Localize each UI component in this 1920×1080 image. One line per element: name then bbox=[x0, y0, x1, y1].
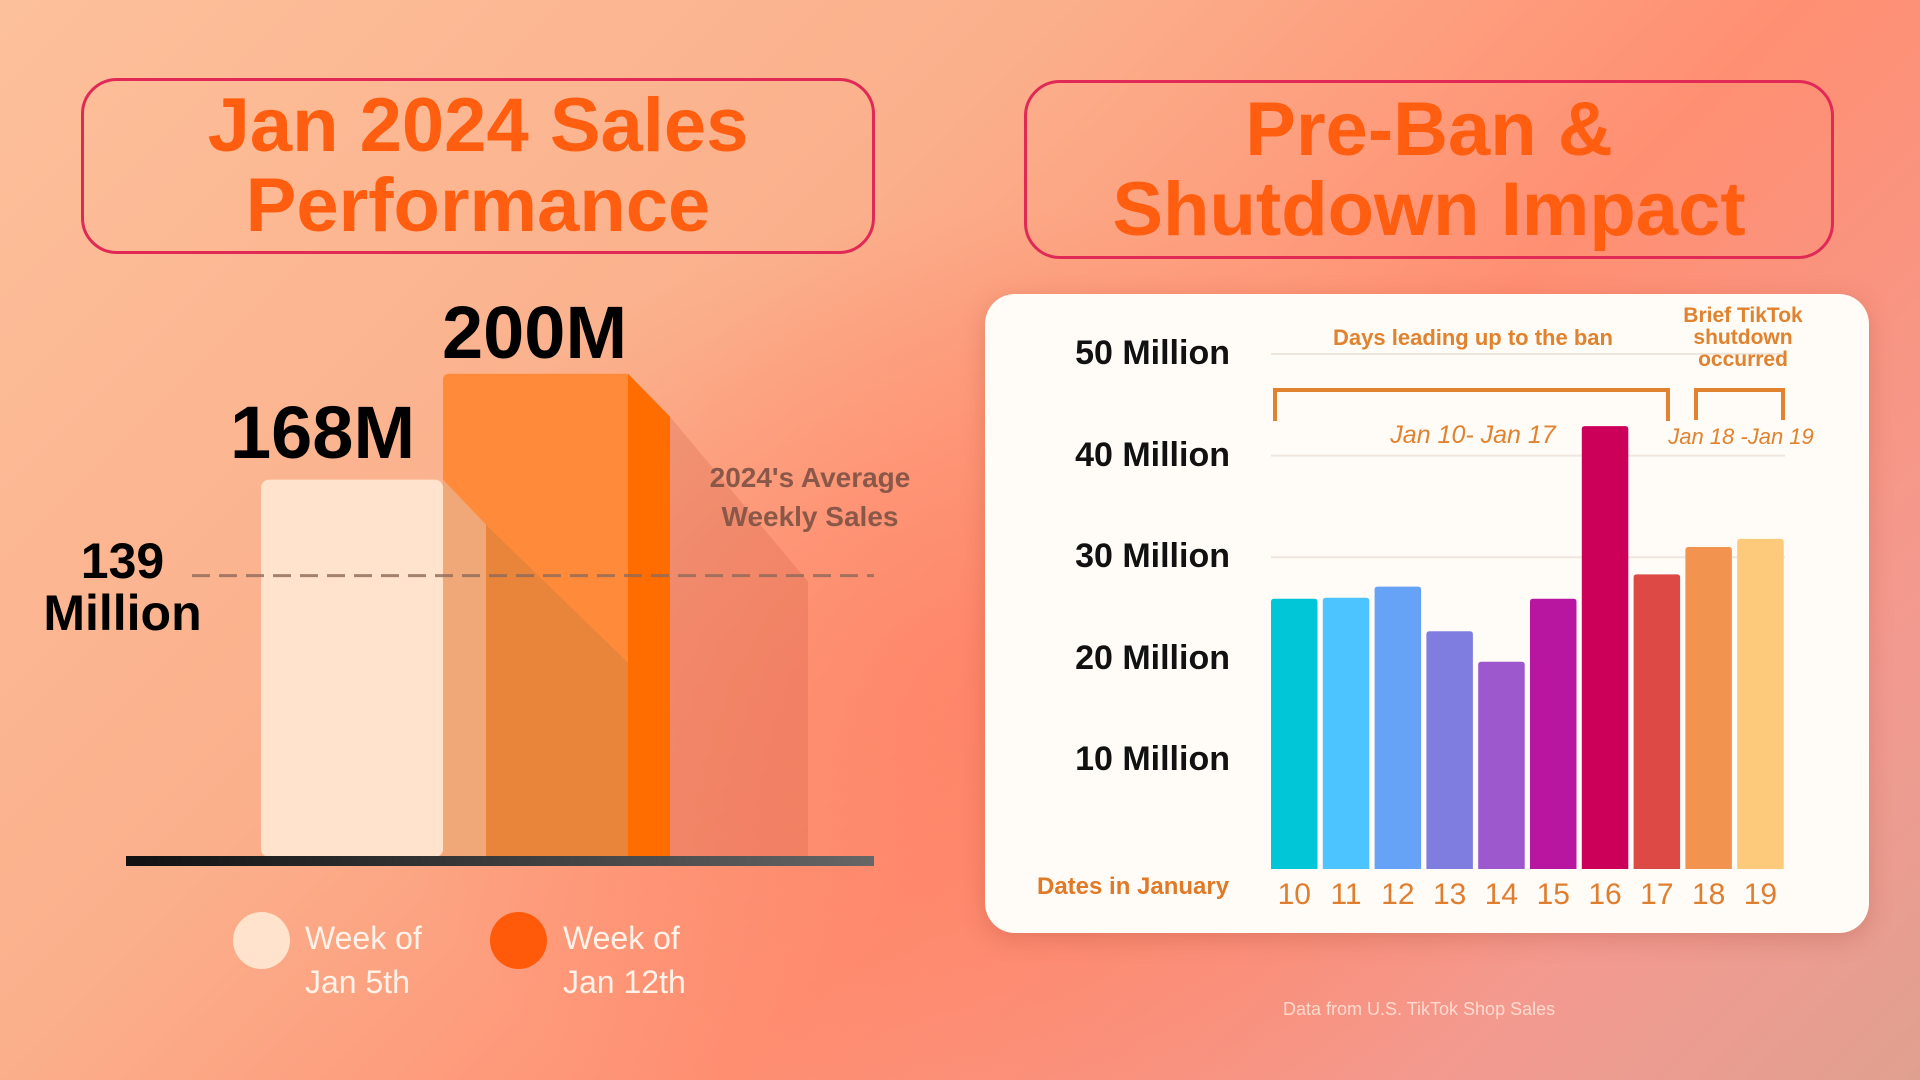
right-title-line-2: Shutdown Impact bbox=[1112, 166, 1746, 252]
x-tick-label: 18 bbox=[1691, 878, 1726, 911]
left-title-box: Jan 2024 Sales Performance bbox=[81, 78, 875, 254]
bar-week2-lower bbox=[443, 479, 628, 857]
data-source-footer: Data from U.S. TikTok Shop Sales bbox=[1283, 999, 1556, 1019]
left-title-line-2: Performance bbox=[245, 163, 711, 248]
bar-week2-edge bbox=[443, 479, 486, 857]
annotation-shutdown-title: Brief TikTok shutdown occurred bbox=[1643, 305, 1843, 371]
y-tick-label: 50 Million bbox=[1075, 334, 1230, 372]
legend-label-week1: Week of Jan 5th bbox=[305, 916, 422, 1004]
legend-label-week2-line1: Week of bbox=[563, 920, 680, 956]
annotation-ban-title: Days leading up to the ban bbox=[1333, 325, 1613, 350]
annotation-shutdown-line3: occurred bbox=[1698, 348, 1788, 371]
x-tick-label: 16 bbox=[1588, 878, 1622, 911]
bar-jan-15 bbox=[1530, 598, 1577, 869]
x-tick-label: 13 bbox=[1432, 878, 1467, 911]
bar-jan-13 bbox=[1426, 631, 1473, 869]
average-value-number: 139 bbox=[80, 533, 165, 589]
average-caption-line-2: Weekly Sales bbox=[721, 501, 899, 532]
average-caption-line-1: 2024's Average bbox=[709, 462, 911, 493]
average-value-unit: Million bbox=[43, 585, 202, 641]
bar-jan-17 bbox=[1633, 574, 1681, 869]
bar-week1 bbox=[261, 479, 443, 857]
average-caption: 2024's Average Weekly Sales bbox=[690, 458, 930, 536]
x-tick-label: 14 bbox=[1484, 878, 1519, 911]
legend-swatch-week1 bbox=[233, 912, 290, 969]
legend-label-week1-line2: Jan 5th bbox=[305, 964, 410, 1000]
y-tick-label: 10 Million bbox=[1075, 740, 1230, 779]
bracket-shutdown-period bbox=[1694, 388, 1785, 420]
legend-label-week1-line1: Week of bbox=[305, 920, 422, 956]
annotation-shutdown-line1: Brief TikTok bbox=[1683, 304, 1803, 327]
x-tick-label: 17 bbox=[1640, 878, 1674, 911]
bar-jan-14 bbox=[1478, 661, 1525, 869]
bar-week2-top bbox=[443, 373, 628, 663]
y-tick-label: 20 Million bbox=[1075, 638, 1230, 677]
legend-swatch-week2 bbox=[490, 912, 547, 969]
right-title-line-1: Pre-Ban & bbox=[1245, 86, 1613, 172]
x-tick-label: 11 bbox=[1330, 878, 1362, 911]
bar-shadow-week2 bbox=[628, 373, 808, 857]
y-tick-label: 30 Million bbox=[1075, 537, 1230, 576]
x-tick-label: 19 bbox=[1743, 878, 1778, 911]
bar-value-label-week2: 200M bbox=[442, 291, 628, 374]
bar-jan-12 bbox=[1374, 586, 1422, 869]
left-title-line-1: Jan 2024 Sales bbox=[207, 83, 749, 168]
bar-jan-11 bbox=[1322, 597, 1370, 869]
legend-label-week2-line2: Jan 12th bbox=[563, 964, 686, 1000]
bar-value-label-week1: 168M bbox=[230, 391, 416, 474]
bar-jan-10 bbox=[1271, 598, 1318, 869]
bar-jan-19 bbox=[1737, 538, 1784, 869]
annotation-ban-range: Jan 10- Jan 17 bbox=[1390, 421, 1556, 449]
legend-label-week2: Week of Jan 12th bbox=[563, 916, 686, 1004]
x-axis-baseline bbox=[126, 856, 874, 866]
x-axis-label: Dates in January bbox=[1037, 873, 1230, 900]
average-value-label: 139 Million bbox=[30, 535, 215, 639]
x-tick-label: 15 bbox=[1536, 878, 1570, 911]
annotation-shutdown-range: Jan 18 -Jan 19 bbox=[1668, 424, 1814, 449]
right-title-box: Pre-Ban & Shutdown Impact bbox=[1024, 80, 1834, 259]
bracket-ban-period bbox=[1273, 388, 1670, 421]
annotation-shutdown-line2: shutdown bbox=[1693, 326, 1793, 349]
bar-jan-16 bbox=[1581, 426, 1629, 869]
y-tick-label: 40 Million bbox=[1075, 435, 1230, 474]
bar-jan-18 bbox=[1685, 546, 1732, 869]
bar-week2-side bbox=[628, 373, 670, 857]
x-tick-label: 12 bbox=[1381, 878, 1415, 911]
x-tick-label: 10 bbox=[1277, 878, 1311, 911]
